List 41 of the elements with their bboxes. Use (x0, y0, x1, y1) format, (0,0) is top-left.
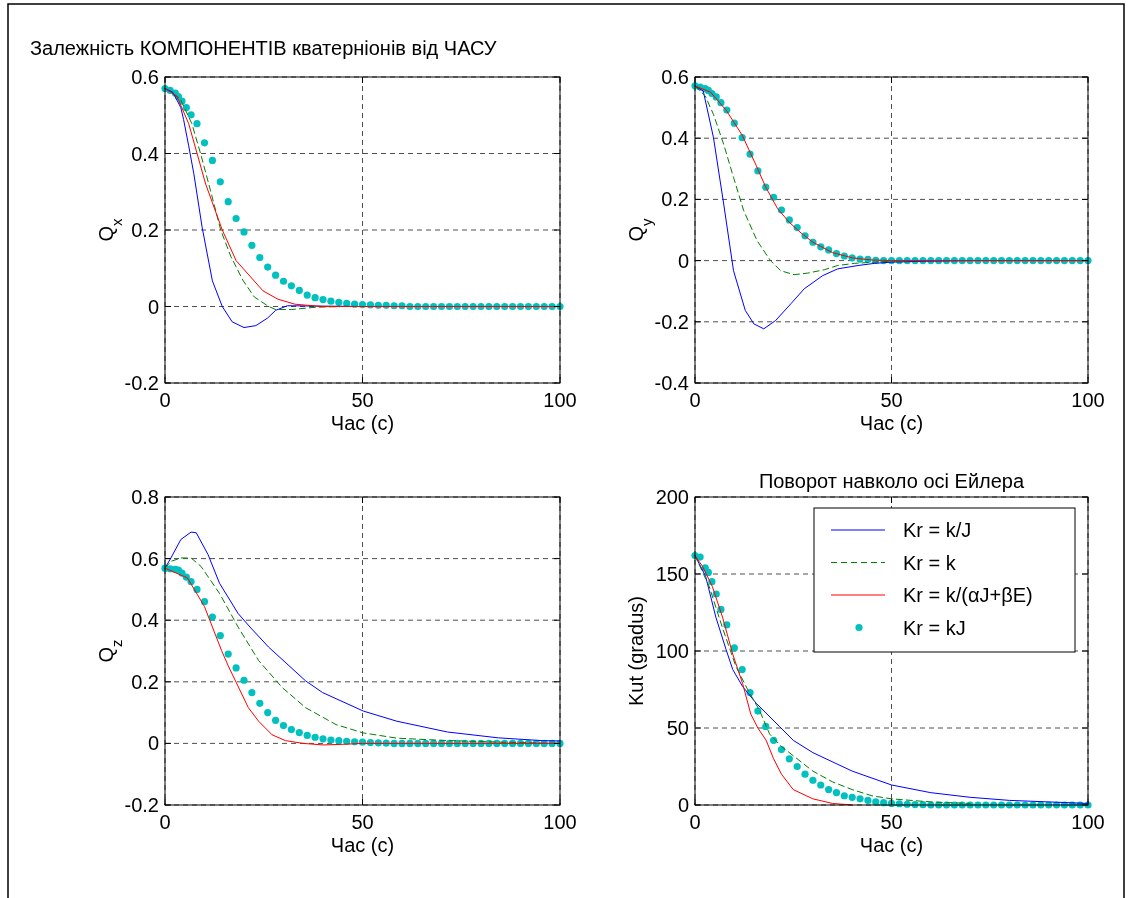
legend-label: Kr = kJ (903, 616, 966, 639)
x-tick-label: 50 (880, 811, 903, 833)
x-axis-title: Час (с) (330, 834, 395, 856)
x-tick-label: 100 (1071, 811, 1105, 833)
y-tick-label: 0 (147, 732, 159, 755)
y-tick-label: 0.2 (131, 670, 159, 693)
y-tick-label: 50 (666, 717, 689, 739)
y-tick-label: 200 (655, 486, 689, 508)
chart-title: Поворот навколо осі Ейлера (758, 470, 1025, 492)
y-tick-label: 0 (677, 249, 689, 272)
y-tick-label: -0.2 (654, 310, 689, 333)
y-tick-label: 0 (147, 295, 159, 318)
x-tick-label: 100 (1071, 389, 1105, 411)
legend-label: Kr = k/(αJ+βE) (903, 584, 1033, 606)
y-tick-label: 0.6 (661, 66, 689, 88)
y-tick-label: 0.4 (131, 142, 159, 165)
x-tick-label: 100 (543, 389, 577, 411)
y-tick-label: 0.4 (131, 609, 159, 632)
x-tick-label: 50 (351, 389, 374, 411)
x-tick-label: 100 (543, 811, 577, 833)
y-tick-label: -0.2 (124, 372, 159, 394)
legend-label: Kr = k/J (903, 519, 972, 541)
y-tick-label: 0.6 (131, 66, 159, 88)
y-tick-label: 0.6 (131, 547, 159, 570)
y-tick-label: 0.2 (131, 219, 159, 241)
x-tick-label: 50 (351, 811, 374, 833)
y-axis-title: Kut (gradus) (625, 595, 647, 707)
x-axis-title: Час (с) (859, 834, 924, 856)
y-tick-label: -0.4 (654, 372, 689, 394)
y-tick-label: 0.4 (661, 127, 689, 150)
chart-title: Залежність КОМПОНЕНТІВ кватерніонів від ЧАСУ (30, 37, 497, 59)
y-tick-label: 100 (655, 640, 689, 662)
x-tick-label: 50 (880, 389, 903, 411)
y-tick-label: -0.2 (124, 794, 159, 816)
y-tick-label: 0.8 (131, 486, 159, 508)
legend-label: Kr = k (903, 551, 957, 574)
y-tick-label: 0.2 (661, 188, 689, 211)
y-tick-label: 150 (655, 563, 689, 585)
y-tick-label: 0 (677, 794, 689, 816)
x-axis-title: Час (с) (330, 412, 395, 434)
x-axis-title: Час (с) (859, 412, 924, 434)
